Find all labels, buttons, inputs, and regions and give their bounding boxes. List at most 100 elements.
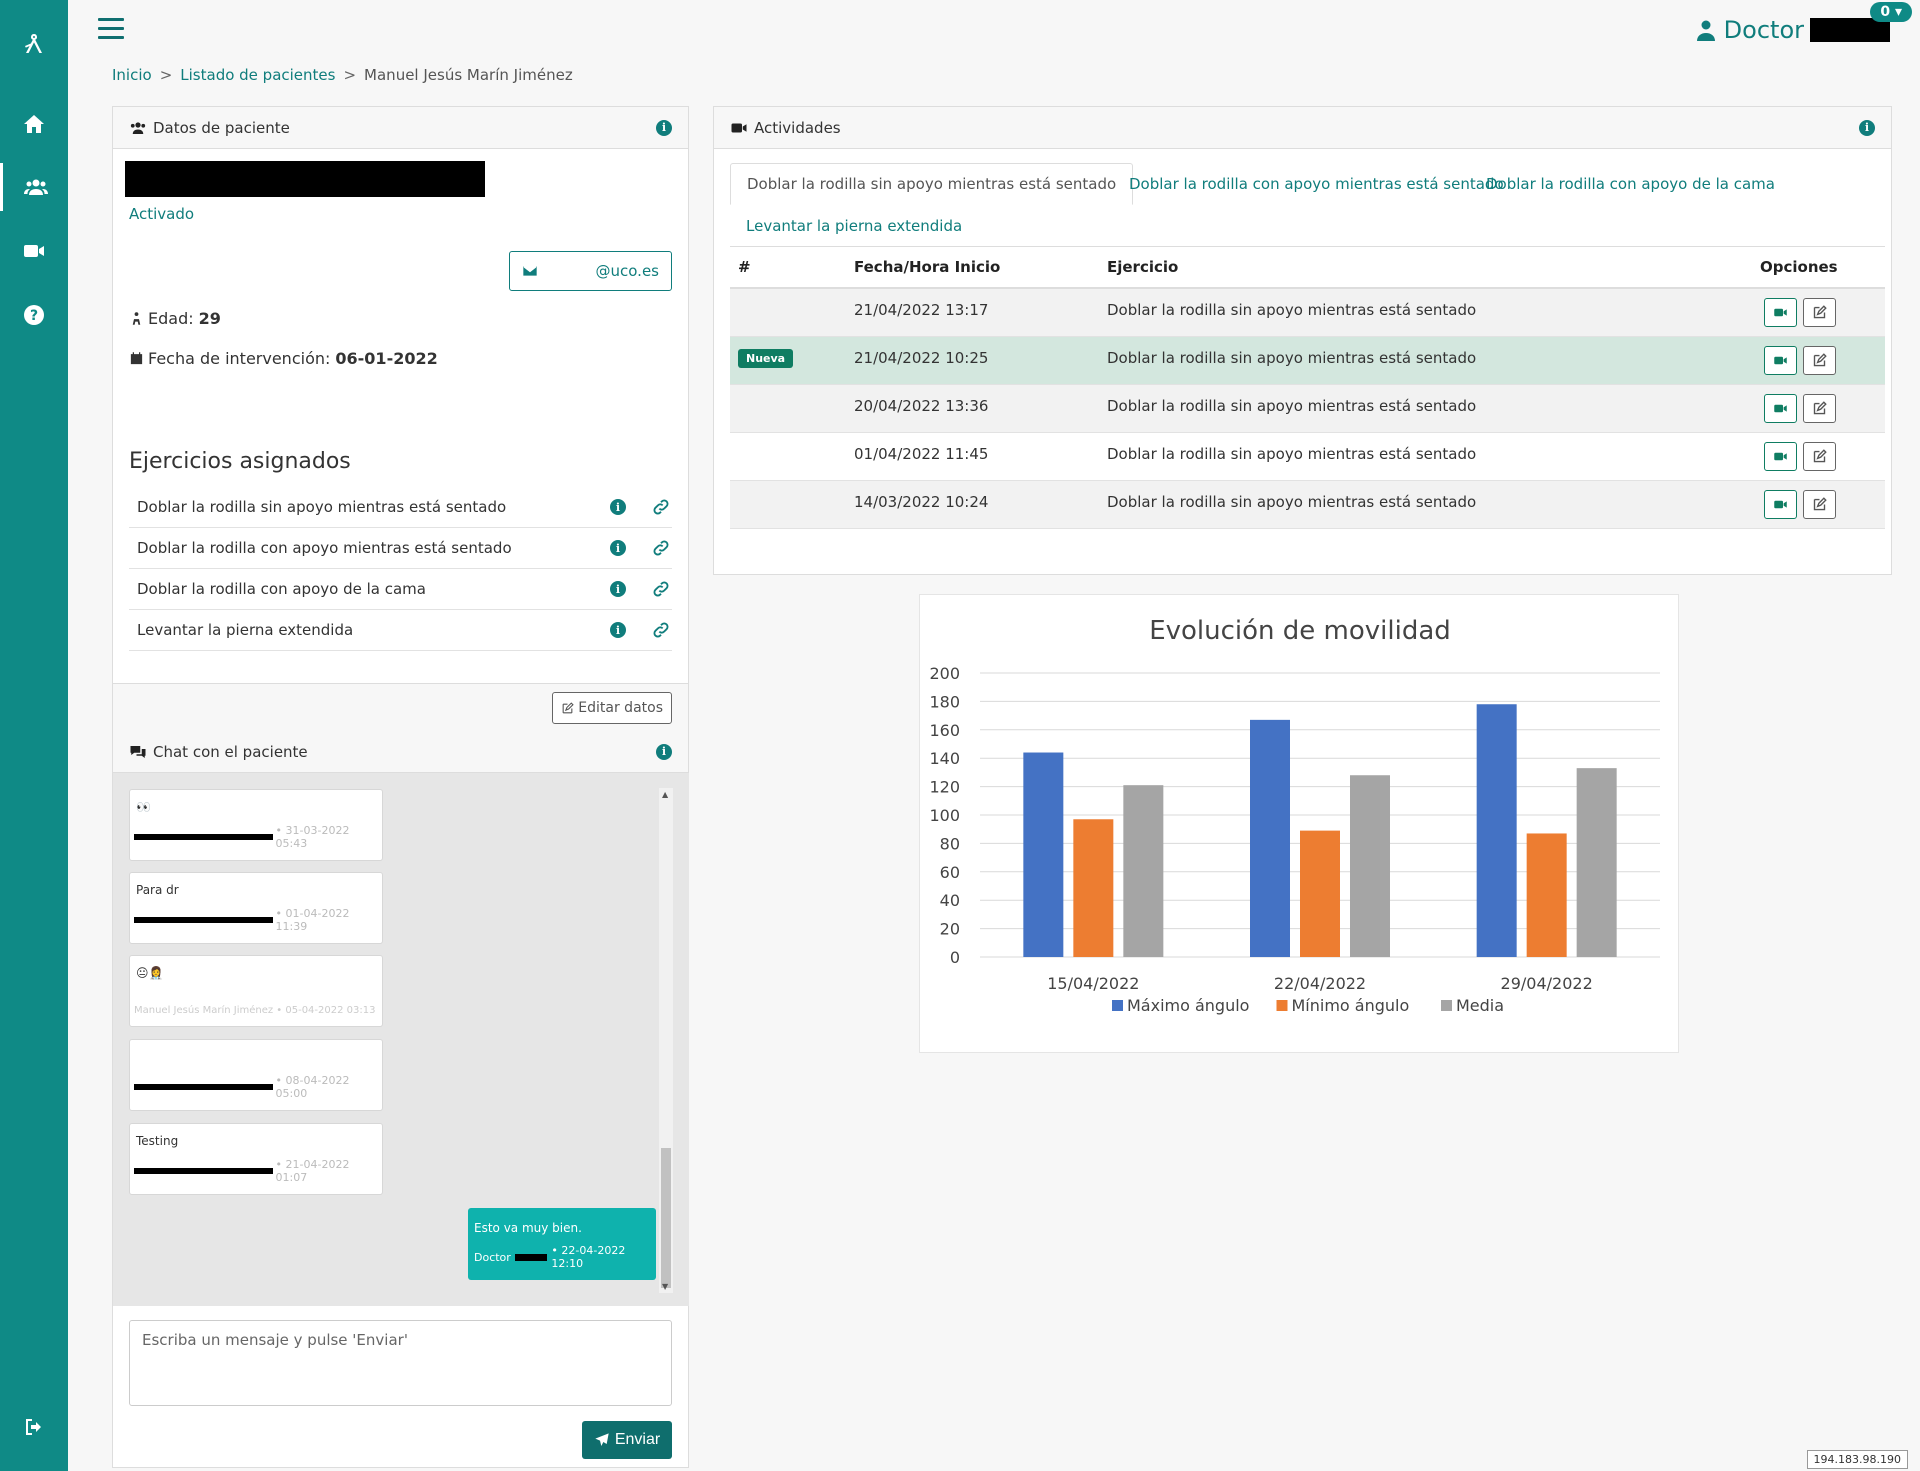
tab-exercise-3[interactable]: Doblar la rodilla con apoyo de la cama	[1486, 175, 1775, 193]
y-tick-label: 20	[940, 920, 960, 939]
exercise-list: Doblar la rodilla sin apoyo mientras est…	[129, 487, 672, 651]
info-icon[interactable]: i	[656, 119, 672, 136]
email-button[interactable]: @uco.es	[509, 251, 672, 291]
exercise-item: Doblar la rodilla sin apoyo mientras est…	[129, 487, 672, 528]
new-badge: Nueva	[738, 349, 794, 368]
breadcrumb-patient-list[interactable]: Listado de pacientes	[180, 66, 336, 84]
edit-icon	[1813, 401, 1827, 415]
video-icon	[1774, 404, 1787, 413]
send-button[interactable]: Enviar	[582, 1421, 672, 1459]
video-button[interactable]	[1764, 394, 1797, 423]
edit-button[interactable]	[1803, 346, 1836, 375]
legend-label: Media	[1456, 996, 1504, 1015]
edit-button[interactable]	[1803, 490, 1836, 519]
topbar: Doctor 0 ▾	[68, 0, 1920, 62]
video-button[interactable]	[1764, 298, 1797, 327]
help-icon[interactable]: ?	[0, 291, 68, 339]
video-button[interactable]	[1764, 442, 1797, 471]
edit-button[interactable]	[1803, 394, 1836, 423]
edit-button[interactable]	[1803, 298, 1836, 327]
svg-text:?: ?	[30, 308, 38, 324]
breadcrumb: Inicio > Listado de pacientes > Manuel Jesús…	[112, 66, 573, 84]
video-button[interactable]	[1764, 490, 1797, 519]
x-tick-label: 29/04/2022	[1501, 974, 1593, 993]
legend-label: Mínimo ángulo	[1292, 996, 1410, 1015]
tab-exercise-2[interactable]: Doblar la rodilla con apoyo mientras est…	[1129, 175, 1504, 193]
table-header: # Fecha/Hora Inicio Ejercicio Opciones	[730, 247, 1885, 289]
bar	[1350, 775, 1390, 957]
scroll-up-icon[interactable]: ▲	[662, 790, 669, 799]
intervention-date-field: Fecha de intervención: 06-01-2022	[129, 349, 438, 368]
info-icon[interactable]: i	[610, 581, 626, 597]
bar	[1576, 768, 1617, 957]
users-icon[interactable]	[0, 163, 68, 211]
chat-message: 👀 • 31-03-2022 05:43	[129, 789, 383, 861]
redacted-username	[1810, 18, 1890, 42]
scroll-down-icon[interactable]: ▼	[662, 1282, 669, 1291]
link-icon[interactable]	[651, 538, 671, 558]
bar	[1073, 819, 1114, 957]
notification-badge[interactable]: 0 ▾	[1870, 2, 1912, 22]
bar	[1123, 785, 1164, 957]
video-icon	[1774, 452, 1787, 461]
chat-messages[interactable]: 👀 • 31-03-2022 05:43 Para dr • 01-04-202…	[113, 773, 689, 1306]
user-menu[interactable]: Doctor	[1694, 16, 1890, 44]
edit-icon	[1813, 449, 1827, 463]
edit-data-button[interactable]: Editar datos	[552, 692, 672, 724]
chat-message: Testing • 21-04-2022 01:07	[129, 1123, 383, 1195]
y-tick-label: 100	[929, 806, 960, 825]
chat-card-header: Chat con el paciente i	[113, 731, 688, 773]
info-icon[interactable]: i	[610, 540, 626, 556]
logo-icon[interactable]	[0, 20, 68, 68]
info-icon[interactable]: i	[610, 622, 626, 638]
y-tick-label: 200	[929, 664, 960, 683]
edit-icon	[1813, 305, 1827, 319]
y-tick-label: 60	[940, 863, 960, 882]
info-icon[interactable]: i	[610, 499, 626, 515]
logout-icon[interactable]	[0, 1403, 68, 1451]
video-icon	[1774, 356, 1787, 365]
table-row: 20/04/2022 13:36 Doblar la rodilla sin a…	[730, 385, 1885, 433]
comments-icon	[130, 745, 146, 758]
video-button[interactable]	[1764, 346, 1797, 375]
chat-message: Para dr • 01-04-2022 11:39	[129, 872, 383, 944]
tab-exercise-4[interactable]: Levantar la pierna extendida	[746, 217, 963, 235]
video-icon[interactable]	[0, 227, 68, 275]
info-icon[interactable]: i	[1859, 119, 1875, 136]
link-icon[interactable]	[651, 497, 671, 517]
exercise-item: Doblar la rodilla con apoyo de la cama i	[129, 569, 672, 610]
scroll-thumb[interactable]	[661, 1148, 671, 1288]
bar	[1526, 833, 1567, 957]
tab-exercise-1[interactable]: Doblar la rodilla sin apoyo mientras est…	[730, 163, 1134, 205]
video-icon	[1774, 500, 1787, 509]
chat-message: 😐👩‍⚕️ Manuel Jesús Marín Jiménez • 05-04…	[129, 955, 383, 1027]
breadcrumb-current: Manuel Jesús Marín Jiménez	[364, 66, 573, 84]
chat-message-input[interactable]	[129, 1320, 672, 1406]
link-icon[interactable]	[651, 620, 671, 640]
info-icon[interactable]: i	[656, 743, 672, 760]
table-row: 14/03/2022 10:24 Doblar la rodilla sin a…	[730, 481, 1885, 529]
edit-icon	[562, 701, 574, 713]
breadcrumb-home[interactable]: Inicio	[112, 66, 152, 84]
home-icon[interactable]	[0, 100, 68, 148]
edit-button[interactable]	[1803, 442, 1836, 471]
activities-card-header: Actividades i	[714, 107, 1891, 149]
x-tick-label: 22/04/2022	[1274, 974, 1366, 993]
link-icon[interactable]	[651, 579, 671, 599]
menu-toggle-icon[interactable]	[98, 18, 124, 40]
table-row: 21/04/2022 13:17 Doblar la rodilla sin a…	[730, 289, 1885, 337]
chat-scrollbar[interactable]: ▲ ▼	[659, 788, 673, 1293]
ip-address: 194.183.98.190	[1806, 1450, 1908, 1469]
activities-card: Actividades i Doblar la rodilla sin apoy…	[713, 106, 1892, 575]
y-tick-label: 80	[940, 834, 960, 853]
activities-table: # Fecha/Hora Inicio Ejercicio Opciones 2…	[730, 247, 1885, 529]
bar	[1300, 830, 1340, 957]
video-icon	[1774, 308, 1787, 317]
legend-label: Máximo ángulo	[1127, 996, 1249, 1015]
y-tick-label: 160	[929, 721, 960, 740]
legend-swatch	[1112, 1000, 1123, 1011]
x-tick-label: 15/04/2022	[1047, 974, 1139, 993]
legend-swatch	[1441, 1000, 1452, 1011]
exercise-item: Doblar la rodilla con apoyo mientras est…	[129, 528, 672, 569]
bar	[1250, 719, 1290, 957]
